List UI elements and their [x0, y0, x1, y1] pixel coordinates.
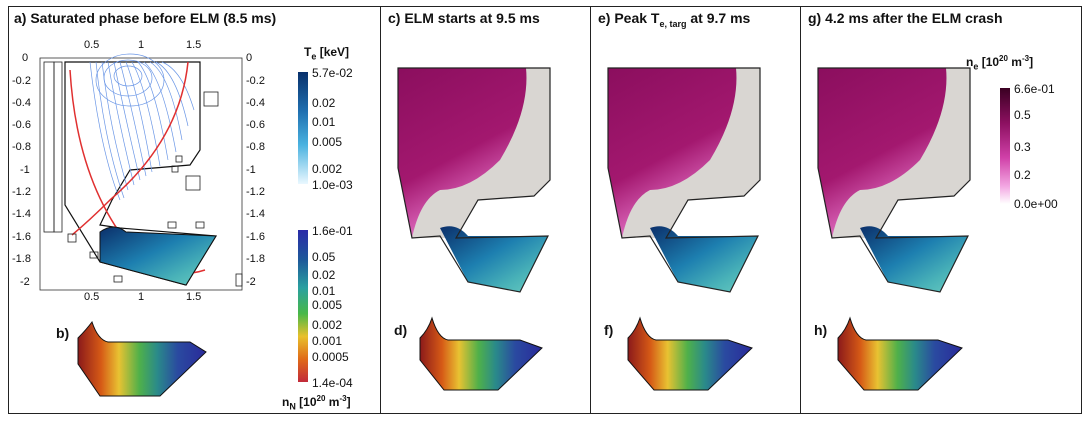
te-colorbar — [298, 72, 308, 184]
nn-colorbar-tick: 0.02 — [312, 268, 336, 282]
top-x-tick: 1 — [138, 39, 145, 51]
left-y-tick: -0.2 — [12, 75, 31, 87]
top-x-tick: 0.5 — [84, 39, 100, 51]
panel-d-label: d) — [394, 322, 408, 338]
panel-a-title: a) Saturated phase before ELM (8.5 ms) — [14, 10, 277, 26]
ne-colorbar-tick: 0.3 — [1014, 140, 1031, 154]
nn-colorbar-tick: 0.005 — [312, 298, 343, 312]
left-y-tick: -1.8 — [12, 253, 31, 265]
ne-colorbar — [1000, 88, 1010, 204]
nn-colorbar-tick: 0.01 — [312, 284, 336, 298]
bottom-x-tick: 1 — [138, 291, 145, 303]
nn-colorbar-tick: 0.05 — [312, 250, 336, 264]
left-y-tick: -0.8 — [12, 141, 31, 153]
right-y-tick: -1 — [246, 164, 256, 176]
figure-frame — [8, 6, 1082, 414]
panel-divider — [590, 6, 591, 414]
left-y-tick: -1.4 — [12, 208, 31, 220]
left-y-tick: -1.6 — [12, 231, 31, 243]
bottom-x-tick: 0.5 — [84, 291, 100, 303]
nn-colorbar-tick: 0.002 — [312, 318, 343, 332]
nn-colorbar-tick: 1.4e-04 — [312, 376, 353, 390]
te-colorbar-tick: 5.7e-02 — [312, 66, 353, 80]
te-colorbar-tick: 0.02 — [312, 96, 336, 110]
left-y-tick: -0.4 — [12, 97, 31, 109]
left-y-tick: -2 — [20, 276, 30, 288]
nn-colorbar-tick: 0.0005 — [312, 350, 349, 364]
ne-colorbar-tick: 6.6e-01 — [1014, 82, 1055, 96]
nn-colorbar-title: nN [1020 m-3] — [282, 394, 351, 412]
ne-colorbar-tick: 0.2 — [1014, 168, 1031, 182]
ne-colorbar-tick: 0.5 — [1014, 108, 1031, 122]
panel-e-title: e) Peak Te, targ at 9.7 ms — [598, 10, 751, 29]
left-y-tick: -1.2 — [12, 186, 31, 198]
right-y-tick: -2 — [246, 276, 256, 288]
panel-g-title: g) 4.2 ms after the ELM crash — [808, 10, 1003, 26]
te-colorbar-title: Te [keV] — [304, 45, 350, 62]
right-y-tick: -0.8 — [246, 141, 265, 153]
panel-e-shapes — [607, 67, 761, 391]
panel-g-shapes — [817, 67, 971, 391]
nn-colorbar-tick: 1.6e-01 — [312, 224, 353, 238]
te-colorbar-tick: 1.0e-03 — [312, 178, 353, 192]
right-y-tick: -1.8 — [246, 253, 265, 265]
panel-divider — [380, 6, 381, 414]
nn-colorbar-tick: 0.001 — [312, 334, 343, 348]
panel-c-title: c) ELM starts at 9.5 ms — [388, 10, 540, 26]
ne-colorbar-title: ne [1020 m-3] — [966, 54, 1034, 72]
bottom-x-tick: 1.5 — [186, 291, 202, 303]
te-colorbar-tick: 0.005 — [312, 135, 343, 149]
te-colorbar-tick: 0.002 — [312, 162, 343, 176]
left-y-tick: -1 — [20, 164, 30, 176]
panel-c-shapes — [397, 67, 551, 391]
panel-b-label: b) — [56, 325, 70, 341]
panel-divider — [800, 6, 801, 414]
left-y-tick: -0.6 — [12, 119, 31, 131]
right-y-tick: 0 — [246, 52, 253, 64]
right-y-tick: -1.2 — [246, 186, 265, 198]
right-y-tick: -1.6 — [246, 231, 265, 243]
top-x-tick: 1.5 — [186, 39, 202, 51]
right-y-tick: -1.4 — [246, 208, 265, 220]
nn-colorbar — [298, 230, 308, 382]
right-y-tick: -0.4 — [246, 97, 265, 109]
te-colorbar-tick: 0.01 — [312, 115, 336, 129]
ne-colorbar-tick: 0.0e+00 — [1014, 197, 1058, 211]
right-y-tick: -0.6 — [246, 119, 265, 131]
panel-h-label: h) — [814, 322, 828, 338]
right-y-tick: -0.2 — [246, 75, 265, 87]
left-y-tick: 0 — [22, 52, 29, 64]
panel-f-label: f) — [604, 322, 614, 338]
